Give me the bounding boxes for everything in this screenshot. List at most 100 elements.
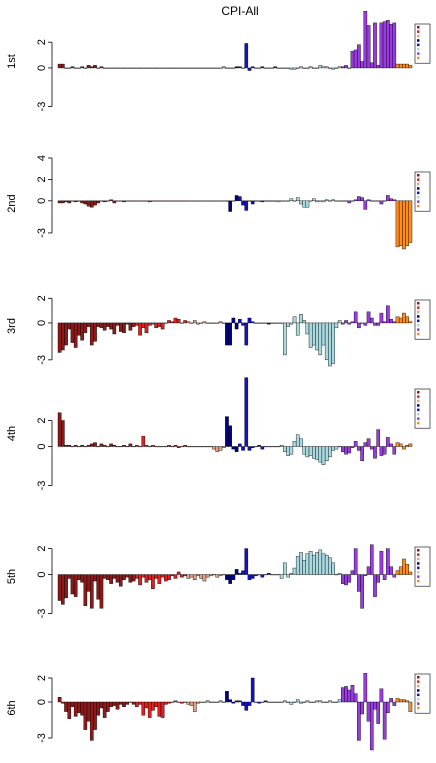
bar xyxy=(61,574,65,605)
bar xyxy=(218,700,223,703)
bar xyxy=(263,700,268,703)
bar xyxy=(302,320,306,324)
bar xyxy=(386,548,390,575)
bar xyxy=(135,574,139,579)
bar xyxy=(102,322,107,331)
bar xyxy=(369,701,374,751)
bar xyxy=(186,701,191,705)
bar xyxy=(337,699,342,703)
bar xyxy=(125,574,129,578)
bar xyxy=(141,574,146,578)
bar xyxy=(128,322,133,331)
bar xyxy=(86,200,91,207)
bar xyxy=(231,446,236,450)
y-tick-label: 0 xyxy=(36,65,48,71)
legend-swatch xyxy=(417,549,420,552)
bar xyxy=(405,316,409,324)
bar xyxy=(115,701,120,710)
bar xyxy=(135,701,139,707)
bar xyxy=(363,11,368,69)
legend-swatch xyxy=(417,182,420,186)
bar xyxy=(138,701,142,705)
bar xyxy=(170,574,175,577)
bar xyxy=(299,200,303,205)
bar xyxy=(321,322,326,346)
y-tick-label: 2 xyxy=(36,417,48,423)
bar xyxy=(357,446,361,451)
bar xyxy=(205,700,210,703)
bar xyxy=(231,701,236,704)
bar xyxy=(366,311,371,324)
bar xyxy=(376,429,381,447)
legend-swatch xyxy=(417,204,420,208)
bar xyxy=(250,321,255,324)
bar xyxy=(318,700,323,703)
bar xyxy=(260,446,265,450)
legend-swatch xyxy=(417,693,420,697)
bar xyxy=(112,574,117,579)
bar xyxy=(353,199,358,202)
bar xyxy=(366,199,371,202)
bar xyxy=(93,701,97,730)
bar xyxy=(308,446,313,456)
bar xyxy=(64,701,68,712)
legend-swatch xyxy=(417,187,420,190)
bar xyxy=(199,574,204,579)
bar xyxy=(402,446,406,450)
y-tick-label: 0 xyxy=(36,320,48,326)
bar xyxy=(347,200,352,204)
bar xyxy=(238,66,242,69)
bar xyxy=(366,25,371,69)
bar xyxy=(408,200,413,243)
bar xyxy=(292,316,297,324)
bar xyxy=(392,574,397,578)
bar xyxy=(376,701,381,724)
legend-swatch xyxy=(417,52,420,55)
bar xyxy=(328,322,332,367)
bar xyxy=(67,701,72,719)
bar xyxy=(283,322,287,356)
bar xyxy=(73,445,78,447)
bar xyxy=(99,322,104,329)
bar xyxy=(128,443,133,447)
bar xyxy=(154,574,158,579)
bar xyxy=(93,200,97,206)
y-tick-label: -3 xyxy=(36,733,48,743)
bar xyxy=(302,200,306,208)
legend-swatch xyxy=(417,56,420,60)
bar xyxy=(112,701,117,706)
bar xyxy=(382,321,387,324)
bar xyxy=(115,574,120,583)
bar xyxy=(183,445,187,447)
bar xyxy=(228,200,232,212)
bar xyxy=(402,312,406,324)
bar xyxy=(244,322,249,346)
bar xyxy=(386,701,390,714)
legend-swatch xyxy=(417,39,420,42)
bar xyxy=(350,446,355,448)
bar xyxy=(244,377,249,447)
bar xyxy=(344,686,348,703)
bar xyxy=(363,200,368,210)
bar xyxy=(176,446,181,448)
bar xyxy=(357,44,361,69)
bar xyxy=(212,446,216,450)
bar xyxy=(147,701,152,718)
legend-swatch xyxy=(417,302,420,305)
bar xyxy=(238,196,242,202)
bar xyxy=(99,574,104,609)
bar xyxy=(389,698,393,703)
bar xyxy=(283,562,287,575)
bar xyxy=(341,446,345,452)
bar xyxy=(379,22,384,69)
bar xyxy=(341,322,345,325)
bar xyxy=(373,322,377,326)
bar xyxy=(61,322,65,351)
bar xyxy=(167,445,171,447)
bar xyxy=(337,66,342,69)
y-tick-label: 0 xyxy=(36,443,48,449)
bar xyxy=(67,445,72,447)
bar xyxy=(398,699,403,703)
bar xyxy=(360,574,364,609)
